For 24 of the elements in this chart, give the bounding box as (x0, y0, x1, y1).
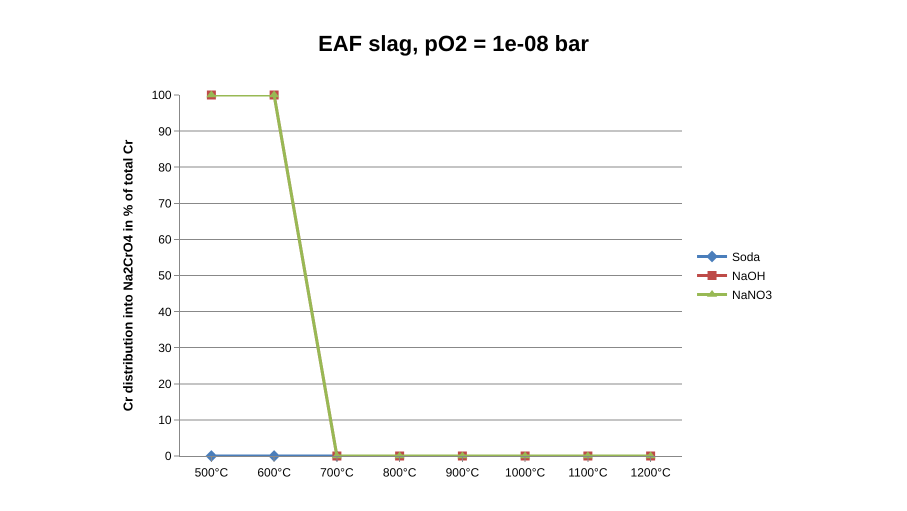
y-tick-label: 80 (158, 160, 172, 174)
x-tick-label: 800°C (382, 465, 417, 480)
x-tick-label: 1000°C (505, 465, 546, 480)
y-tick-label: 30 (158, 340, 172, 355)
x-tick-label: 500°C (194, 465, 228, 480)
y-tick-label: 0 (164, 449, 172, 464)
legend-label: Soda (732, 250, 760, 264)
y-tick-label: 70 (158, 196, 172, 210)
x-tick-label: 900°C (446, 465, 480, 480)
y-tick-label: 90 (158, 124, 172, 138)
x-tick-label: 700°C (320, 465, 354, 480)
chart-title: EAF slag, pO2 = 1e-08 bar (318, 31, 590, 56)
y-tick-label: 40 (158, 304, 172, 319)
y-tick-label: 20 (158, 377, 172, 391)
y-tick-label: 10 (158, 413, 172, 428)
y-tick-label: 60 (158, 232, 172, 247)
x-tick-label: 600°C (257, 465, 292, 480)
x-tick-label: 1100°C (568, 465, 608, 480)
legend-label: NaOH (732, 269, 766, 284)
x-tick-label: 1200°C (630, 465, 672, 480)
y-tick-label: 100 (152, 88, 172, 102)
legend-label: NaNO3 (732, 288, 772, 302)
y-tick-label: 50 (158, 268, 172, 283)
y-axis-title: Cr distribution into Na2CrO4 in % of total Cr (120, 140, 136, 412)
